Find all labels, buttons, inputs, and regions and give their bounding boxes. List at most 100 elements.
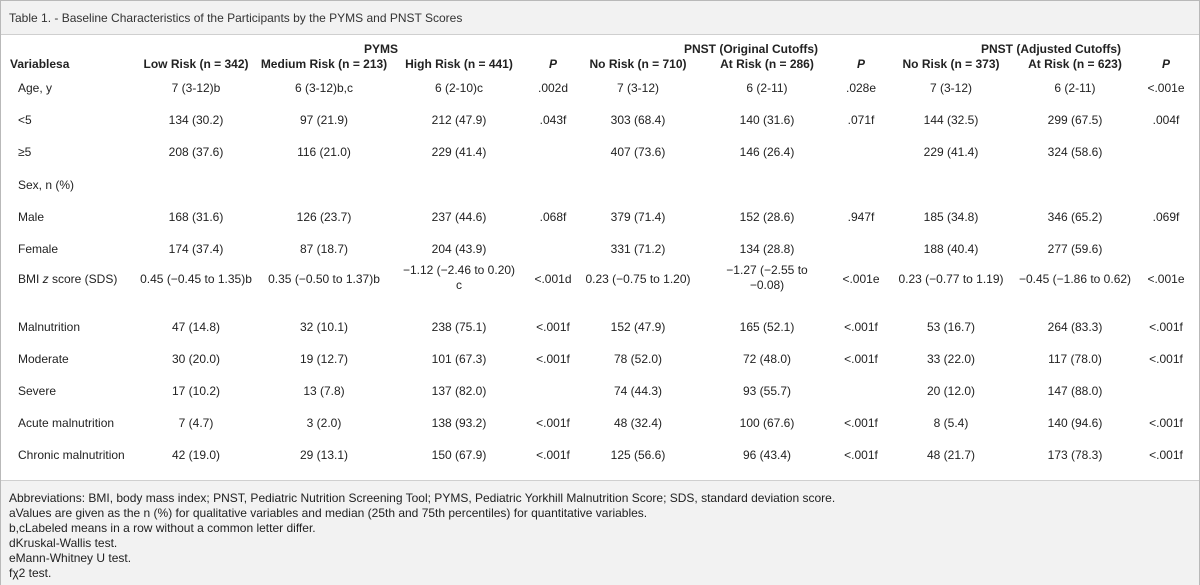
table-cell: 74 (44.3) — [613, 384, 663, 398]
table-cell: 53 (16.7) — [926, 320, 976, 334]
table-cell: 6 (2-11) — [746, 81, 788, 95]
table-footnotes: Abbreviations: BMI, body mass index; PNS… — [1, 480, 1199, 585]
table-cell: 147 (88.0) — [1047, 384, 1103, 398]
table-cell: 134 (28.8) — [739, 242, 795, 256]
group-header-pyms: PYMS — [363, 42, 398, 56]
table-cell: 116 (21.0) — [297, 145, 351, 159]
table-cell: 185 (34.8) — [923, 210, 979, 224]
table-cell: 20 (12.0) — [926, 384, 976, 398]
row-label: Acute malnutrition — [18, 416, 115, 430]
table-cell: <.001d — [534, 272, 572, 286]
row-label-italic: z — [42, 272, 49, 286]
group-header-pnst-original: PNST (Original Cutoffs) — [684, 42, 818, 56]
table-cell: 140 (31.6) — [739, 113, 795, 127]
table-cell: 379 (71.4) — [610, 210, 666, 224]
table-cell: .002d — [537, 81, 569, 95]
row-label: Sex, n (%) — [18, 178, 75, 192]
col-header-medium-risk: Medium Risk (n = 213) — [260, 57, 388, 71]
col-header-p-pyms: P — [548, 57, 557, 71]
table-cell: <.001f — [536, 416, 570, 430]
footnote: aValues are given as the n (%) for quali… — [9, 506, 648, 520]
row-label-prefix: BMI — [18, 272, 43, 286]
table-cell: 331 (71.2) — [610, 242, 666, 256]
table-cell: 29 (13.1) — [299, 448, 349, 462]
col-header-p-pnst-original: P — [856, 57, 865, 71]
table-cell: 146 (26.4) — [739, 145, 795, 159]
row-label: Severe — [18, 384, 57, 398]
table-cell: −1.12 (−2.46 to 0.20) c — [402, 263, 516, 292]
table-cell: .947f — [847, 210, 875, 224]
row-label: Chronic malnutrition — [18, 448, 125, 462]
table-cell: 277 (59.6) — [1047, 242, 1103, 256]
table-cell: 78 (52.0) — [613, 352, 663, 366]
table-cell: 152 (28.6) — [739, 210, 795, 224]
col-header-no-risk-adjusted: No Risk (n = 373) — [902, 57, 1000, 71]
footnote: b,cLabeled means in a row without a comm… — [9, 521, 316, 535]
group-header-pnst-adjusted: PNST (Adjusted Cutoffs) — [981, 42, 1121, 56]
col-header-no-risk-original: No Risk (n = 710) — [589, 57, 687, 71]
table-cell: 165 (52.1) — [739, 320, 795, 334]
table-cell: .068f — [539, 210, 567, 224]
table-cell: 174 (37.4) — [168, 242, 224, 256]
table-cell: −0.45 (−1.86 to 0.62) — [1018, 272, 1132, 286]
table-cell: <.001f — [844, 416, 878, 430]
footnote: Abbreviations: BMI, body mass index; PNS… — [9, 491, 836, 505]
table-cell: 229 (41.4) — [923, 145, 979, 159]
footnote: eMann-Whitney U test. — [9, 551, 132, 565]
col-header-p-pnst-adjusted: P — [1161, 57, 1170, 71]
table-cell: 168 (31.6) — [168, 210, 224, 224]
table-cell: 324 (58.6) — [1047, 145, 1103, 159]
table-cell: 96 (43.4) — [742, 448, 792, 462]
row-label: Female — [18, 242, 59, 256]
table-cell: 48 (32.4) — [613, 416, 663, 430]
col-header-variables: Variablesa — [10, 57, 70, 71]
table-cell: 0.23 (−0.75 to 1.20) — [585, 272, 691, 286]
table-cell: 42 (19.0) — [171, 448, 221, 462]
table-cell: 0.35 (−0.50 to 1.37)b — [268, 272, 380, 286]
table-cell: 212 (47.9) — [431, 113, 487, 127]
table-cell: 6 (3-12)b,c — [294, 81, 354, 95]
table-cell: 8 (5.4) — [933, 416, 969, 430]
row-label: Malnutrition — [18, 320, 81, 334]
table-cell: 144 (32.5) — [923, 113, 979, 127]
table-cell: <.001f — [1149, 448, 1183, 462]
table-cell: 72 (48.0) — [742, 352, 792, 366]
row-label: <5 — [18, 113, 32, 127]
table-cell: <.001e — [1147, 81, 1185, 95]
table-cell: 125 (56.6) — [610, 448, 666, 462]
table-cell: 188 (40.4) — [923, 242, 979, 256]
table-cell: 140 (94.6) — [1047, 416, 1103, 430]
table-cell: <.001f — [844, 352, 878, 366]
table-cell: 0.23 (−0.77 to 1.19) — [898, 272, 1004, 286]
table-cell: .069f — [1152, 210, 1180, 224]
row-label: Age, y — [18, 81, 53, 95]
table-title: Table 1. - Baseline Characteristics of t… — [9, 11, 463, 25]
table-cell: 150 (67.9) — [431, 448, 487, 462]
col-header-low-risk: Low Risk (n = 342) — [143, 57, 249, 71]
table-cell: 3 (2.0) — [306, 416, 342, 430]
table-cell: 6 (2-11) — [1054, 81, 1096, 95]
table-cell: <.001e — [842, 272, 880, 286]
table-cell: <.001f — [536, 320, 570, 334]
table-cell: 237 (44.6) — [431, 210, 487, 224]
table-cell: <.001f — [1149, 320, 1183, 334]
table-cell: 13 (7.8) — [303, 384, 345, 398]
col-header-at-risk-adjusted: At Risk (n = 623) — [1028, 57, 1122, 71]
table-cell: 6 (2-10)c — [434, 81, 484, 95]
table-cell: 7 (3-12)b — [171, 81, 221, 95]
row-label-suffix: score (SDS) — [48, 272, 118, 286]
table-cell: 204 (43.9) — [431, 242, 487, 256]
table-cell: 100 (67.6) — [739, 416, 795, 430]
table-title-bar: Table 1. - Baseline Characteristics of t… — [1, 1, 1199, 35]
table-cell: <.001f — [1149, 416, 1183, 430]
table-cell: 30 (20.0) — [171, 352, 221, 366]
table-cell: 407 (73.6) — [610, 145, 666, 159]
table-cell: .028e — [845, 81, 877, 95]
table-cell: 17 (10.2) — [171, 384, 221, 398]
table-cell: 117 (78.0) — [1048, 352, 1102, 366]
table-cell: 32 (10.1) — [299, 320, 349, 334]
table-cell: 101 (67.3) — [431, 352, 487, 366]
table-cell: 264 (83.3) — [1047, 320, 1103, 334]
row-label: Male — [18, 210, 45, 224]
